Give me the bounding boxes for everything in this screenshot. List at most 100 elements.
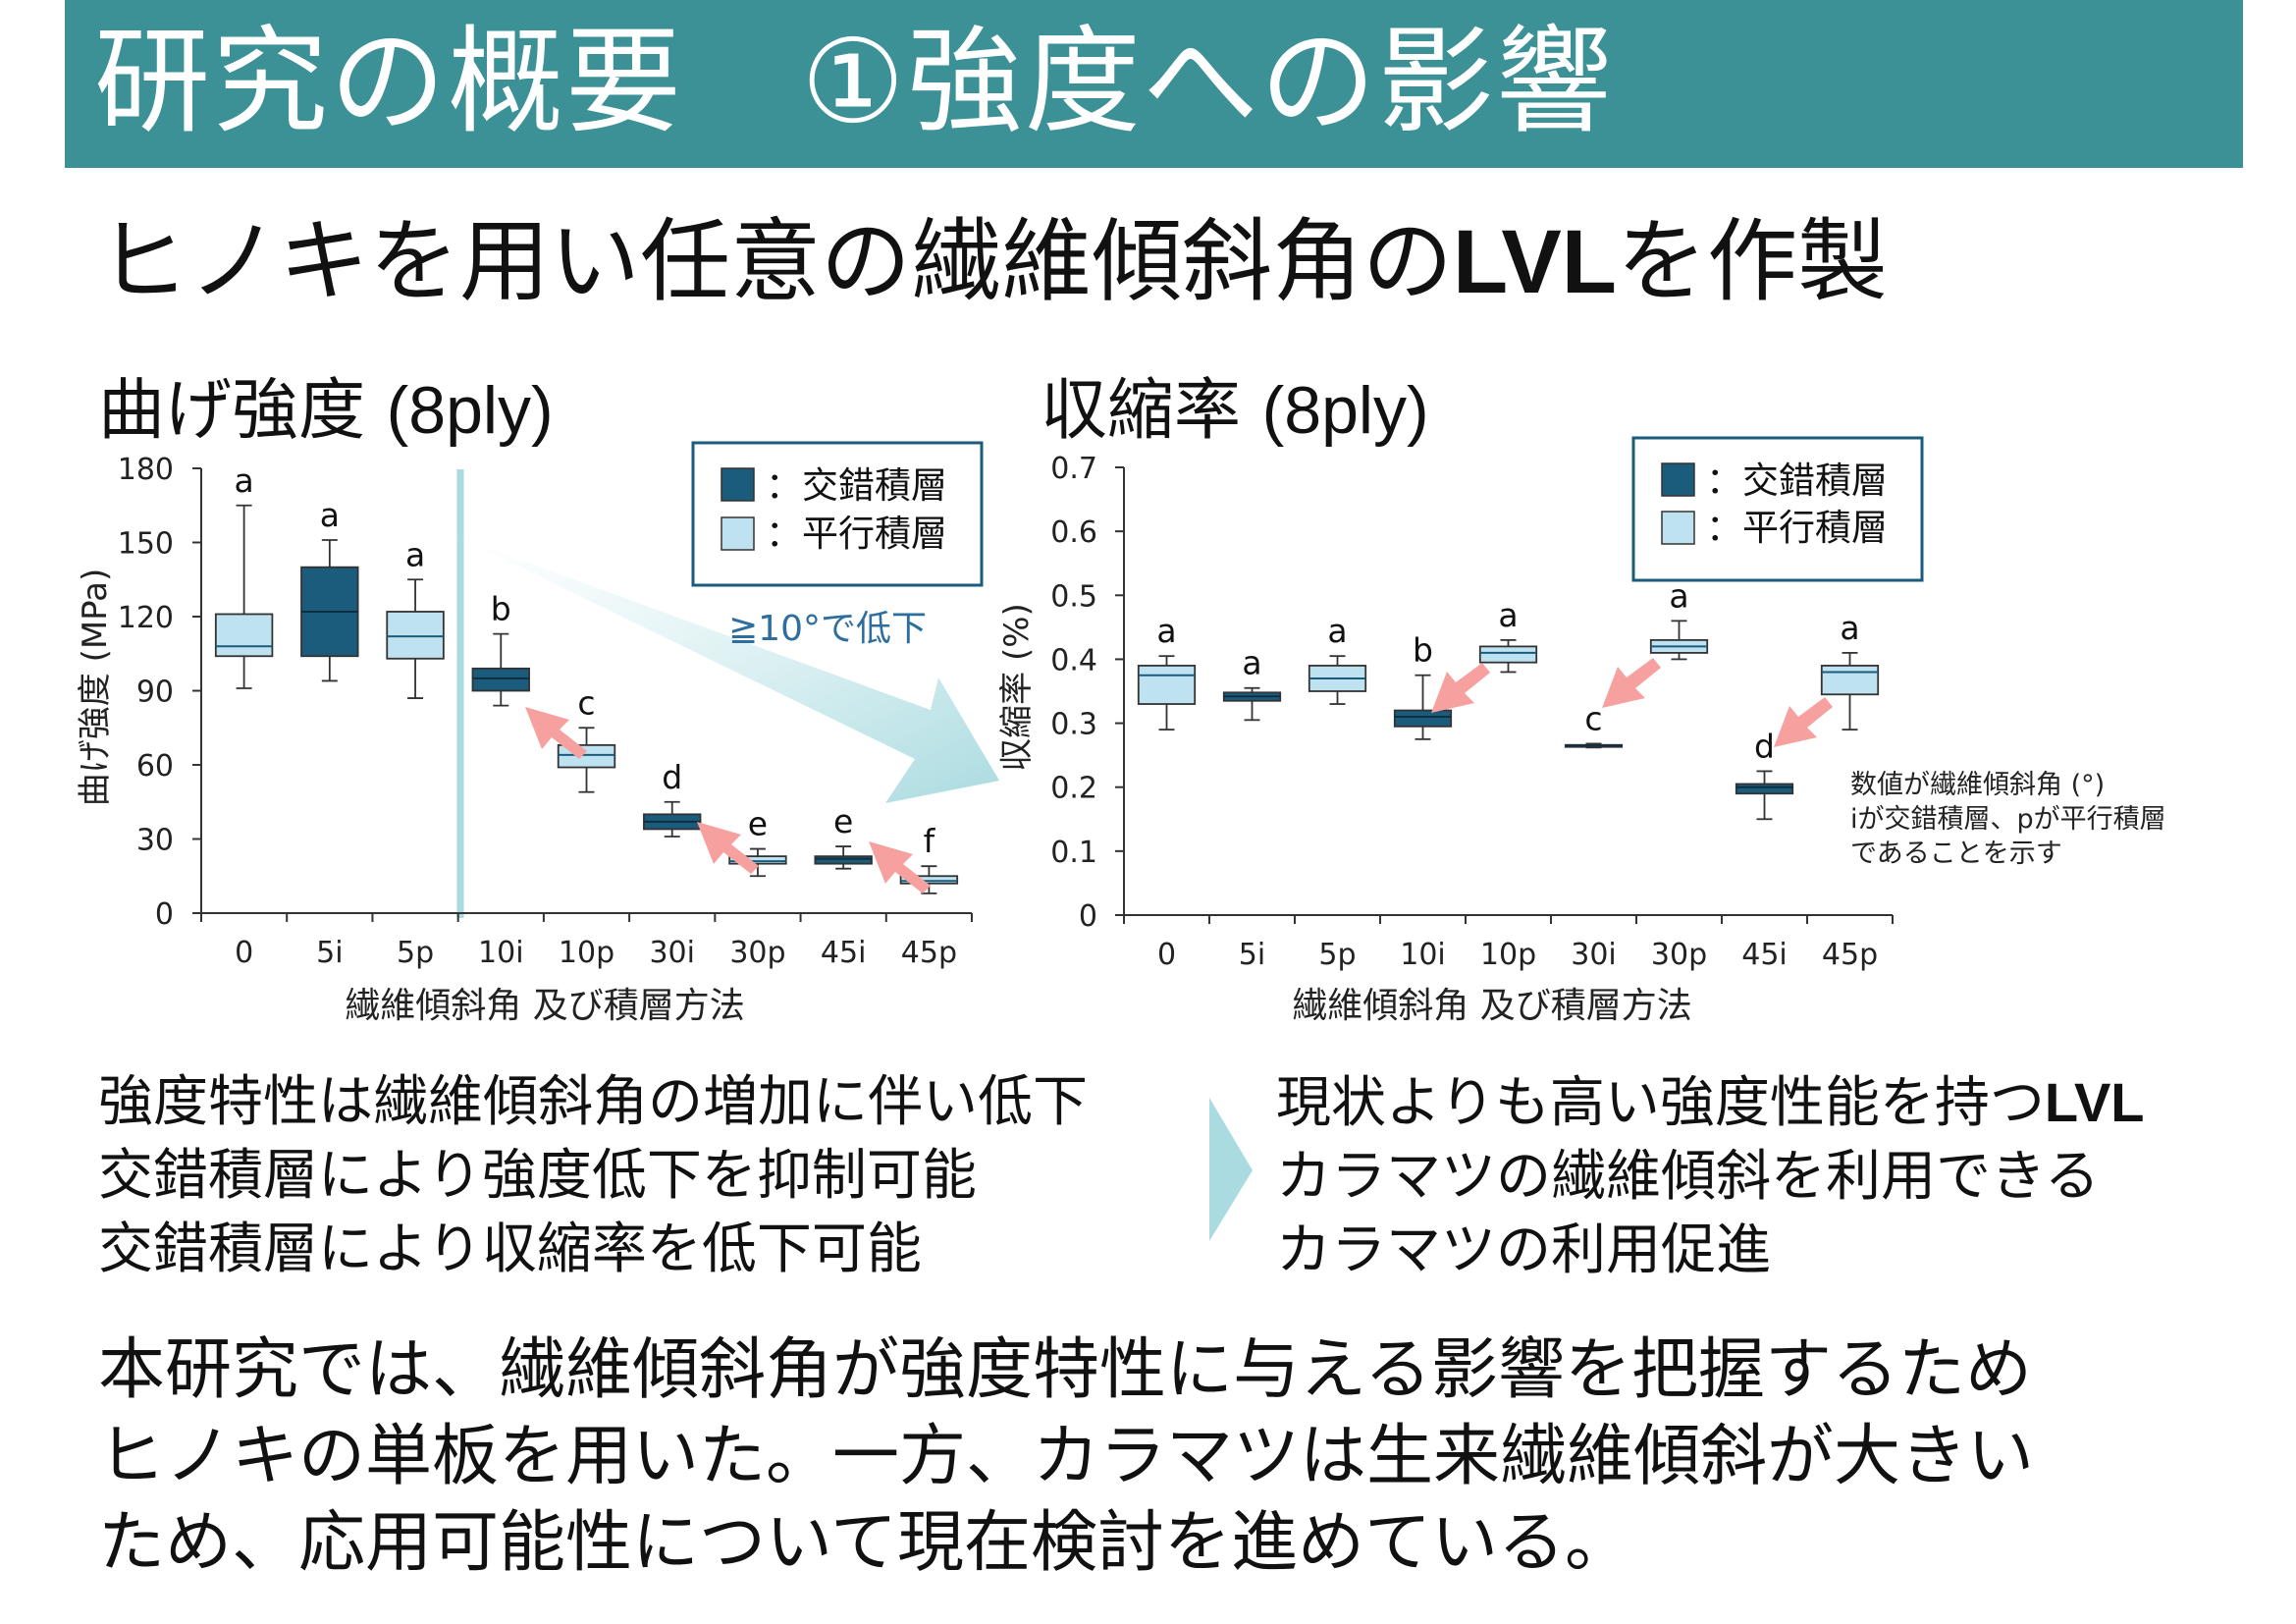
significance-letter: b bbox=[491, 590, 511, 628]
chart2-marks: a a a b a c a d a bbox=[1137, 576, 1880, 821]
pink-arrow-icon bbox=[869, 841, 931, 893]
x-tick-label: 10p bbox=[559, 936, 614, 970]
pink-arrow-icon bbox=[1431, 663, 1490, 713]
box-mark bbox=[1137, 665, 1197, 705]
y-tick-label: 30 bbox=[136, 824, 174, 858]
title-bar: 研究の概要 ①強度への影響 bbox=[65, 0, 2243, 168]
chart2-title-jp: 収縮率 bbox=[1041, 372, 1242, 450]
finding-line: カラマツの利用促進 bbox=[1276, 1218, 1771, 1282]
summary-line: ヒノキの単板を用いた。一方、カラマツは生来繊維傾斜が大きい bbox=[98, 1418, 2035, 1495]
box-mark bbox=[214, 613, 274, 658]
y-tick-label: 0.7 bbox=[1050, 452, 1097, 486]
finding-line: 強度特性は繊維傾斜角の増加に伴い低下 bbox=[98, 1070, 1088, 1134]
box-mark bbox=[386, 611, 445, 660]
y-tick-label: 0.4 bbox=[1050, 643, 1097, 677]
significance-letter: a bbox=[405, 535, 425, 573]
finding-line: 交錯積層により強度低下を抑制可能 bbox=[98, 1144, 977, 1208]
finding-text: 現状よりも高い強度性能を持つ bbox=[1276, 1071, 2045, 1135]
x-tick-label: 45i bbox=[821, 936, 867, 970]
significance-letter: a bbox=[1840, 609, 1859, 647]
y-tick-label: 0 bbox=[155, 897, 174, 932]
summary-line: 本研究では、繊維傾斜角が強度特性に与える影響を把握するため bbox=[98, 1331, 2032, 1409]
chart1-ylabel: 曲げ強度 (MPa) bbox=[76, 568, 115, 806]
significance-letter: f bbox=[924, 822, 936, 860]
y-tick-label: 0.5 bbox=[1050, 579, 1097, 614]
legend-label-parallel: ：平行積層 bbox=[1706, 507, 1888, 549]
findings-left: 強度特性は繊維傾斜角の増加に伴い低下 交錯積層により強度低下を抑制可能 交錯積層… bbox=[98, 1065, 1088, 1286]
x-tick-label: 10i bbox=[478, 936, 524, 970]
summary-line: ため、応用可能性について現在検討を進めている。 bbox=[98, 1504, 1631, 1582]
significance-letter: a bbox=[1669, 576, 1688, 615]
y-tick-label: 0.3 bbox=[1050, 708, 1097, 742]
subtitle-suffix: を作製 bbox=[1616, 209, 1888, 314]
significance-letter: e bbox=[833, 802, 853, 840]
finding-line: カラマツの繊維傾斜を利用できる bbox=[1276, 1145, 2100, 1209]
pink-arrow-icon bbox=[1602, 658, 1661, 708]
chart2-axes: 0 0.1 0.2 0.3 0.4 0.5 0.6 0.7 0 5i 5p 10i 10p 30i 30p 4… bbox=[1050, 452, 1894, 972]
y-tick-label: 180 bbox=[118, 453, 174, 487]
x-tick-label: 30i bbox=[649, 936, 695, 970]
subtitle-latin: LVL bbox=[1453, 212, 1617, 312]
significance-letter: e bbox=[748, 805, 768, 843]
legend-frame bbox=[1631, 436, 1924, 582]
legend-label-parallel: ：平行積層 bbox=[766, 513, 947, 555]
box-mark bbox=[814, 855, 873, 865]
chart2-title: 収縮率 (8ply) bbox=[1041, 371, 1429, 451]
significance-letter: d bbox=[1754, 727, 1775, 765]
significance-letter: a bbox=[234, 461, 253, 500]
y-tick-label: 0.6 bbox=[1050, 515, 1097, 550]
y-tick-label: 60 bbox=[136, 749, 174, 784]
x-tick-label: 45p bbox=[901, 936, 957, 970]
chart1-marks: a a a b c d e e f bbox=[214, 461, 959, 894]
x-tick-label: 30i bbox=[1571, 938, 1617, 972]
note-line: iが交錯積層、pが平行積層 bbox=[1850, 804, 2166, 835]
x-tick-label: 5i bbox=[316, 936, 343, 970]
significance-letter: a bbox=[1242, 644, 1261, 682]
box-mark bbox=[1820, 665, 1880, 696]
x-tick-label: 5i bbox=[1239, 938, 1265, 972]
finding-line: 現状よりも高い強度性能を持つLVL bbox=[1276, 1065, 2145, 1140]
significance-letter: c bbox=[577, 683, 595, 722]
chart2-xlabel: 繊維傾斜角 及び積層方法 bbox=[1292, 986, 1691, 1026]
x-tick-label: 0 bbox=[1157, 938, 1176, 972]
y-tick-label: 0 bbox=[1079, 899, 1097, 934]
pink-arrow-icon bbox=[697, 822, 759, 874]
x-tick-label: 30p bbox=[729, 936, 785, 970]
x-tick-label: 30p bbox=[1651, 938, 1707, 972]
significance-letter: b bbox=[1413, 631, 1433, 670]
finding-latin: LVL bbox=[2044, 1071, 2145, 1133]
chart2-title-paren: (8ply) bbox=[1261, 373, 1429, 448]
chart1-title-paren: (8ply) bbox=[386, 373, 554, 448]
y-tick-label: 150 bbox=[118, 527, 174, 562]
x-tick-label: 45i bbox=[1741, 938, 1788, 972]
significance-letter: a bbox=[1498, 596, 1518, 634]
legend-swatch-cross bbox=[1661, 462, 1695, 497]
chart2: 0 0.1 0.2 0.3 0.4 0.5 0.6 0.7 0 5i 5p 10i 10p 30i 30p 4… bbox=[1050, 452, 1894, 972]
chart2-note: 数値が繊維傾斜角 (°) iが交錯積層、pが平行積層 であることを示す bbox=[1850, 770, 2166, 869]
chart1-xlabel: 繊維傾斜角 及び積層方法 bbox=[345, 986, 744, 1026]
note-line: 数値が繊維傾斜角 (°) bbox=[1850, 770, 2105, 800]
x-tick-label: 10i bbox=[1400, 938, 1446, 972]
y-tick-label: 0.2 bbox=[1050, 772, 1097, 806]
y-tick-label: 0.1 bbox=[1050, 836, 1097, 870]
note-line: であることを示す bbox=[1850, 839, 2062, 869]
chart1-title-jp: 曲げ強度 bbox=[98, 372, 366, 450]
box-mark bbox=[1478, 645, 1538, 664]
legend-swatch-cross bbox=[721, 467, 755, 502]
x-tick-label: 45p bbox=[1822, 938, 1878, 972]
significance-letter: d bbox=[662, 758, 682, 796]
subtitle: ヒノキを用い任意の繊維傾斜角のLVLを作製 bbox=[98, 208, 1888, 316]
chart2-pink-arrows bbox=[1431, 658, 1833, 747]
box-mark bbox=[899, 875, 959, 885]
significance-letter: a bbox=[1327, 612, 1347, 650]
chart2-legend: ：交錯積層 ：平行積層 bbox=[1631, 436, 1924, 582]
x-tick-label: 0 bbox=[235, 936, 253, 970]
findings-right: 現状よりも高い強度性能を持つLVL カラマツの繊維傾斜を利用できる カラマツの利… bbox=[1276, 1065, 2145, 1287]
chart1-title: 曲げ強度 (8ply) bbox=[98, 371, 554, 451]
finding-line: 交錯積層により収縮率を低下可能 bbox=[98, 1218, 922, 1281]
box-mark bbox=[728, 855, 787, 865]
pink-arrow-icon bbox=[1774, 697, 1833, 747]
legend-frame bbox=[691, 441, 984, 587]
